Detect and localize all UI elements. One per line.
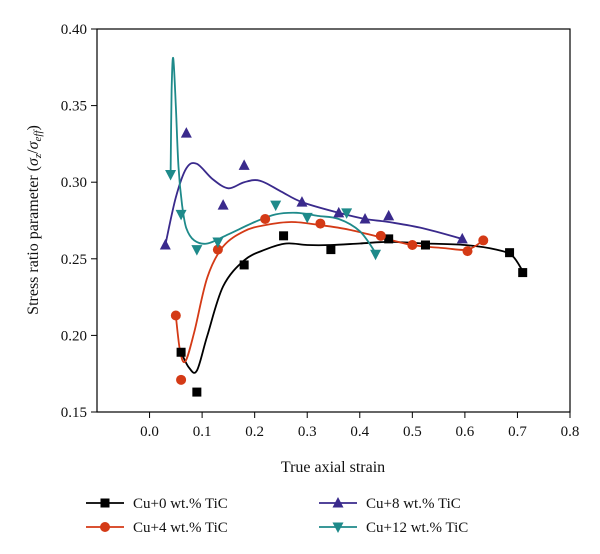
fit-curves: [164, 57, 524, 374]
legend-label: Cu+0 wt.% TiC: [133, 496, 228, 512]
data-point: [192, 387, 202, 397]
legend-label: Cu+12 wt.% TiC: [366, 520, 468, 536]
data-point: [375, 230, 386, 241]
data-point: [270, 200, 282, 212]
legend-label: Cu+4 wt.% TiC: [133, 520, 228, 536]
plot-area: [96, 28, 571, 413]
data-point: [279, 231, 289, 241]
x-axis-title: True axial strain: [281, 459, 385, 476]
series-curve-0: [180, 240, 524, 374]
x-axis-ticks: 0.0 0.1 0.2 0.3 0.4 0.5 0.6 0.7 0.8: [140, 412, 579, 440]
y-tick-label: 0.40: [61, 22, 87, 38]
data-point: [176, 374, 187, 385]
data-point: [175, 209, 187, 221]
data-point: [407, 240, 418, 251]
y-axis-title-close: ): [25, 125, 42, 130]
data-point: [217, 199, 229, 210]
legend: Cu+0 wt.% TiC Cu+4 wt.% TiC Cu+8 wt.% TiC C…: [86, 496, 468, 536]
data-markers: [159, 127, 528, 397]
y-axis-title-sub-z: z: [32, 153, 44, 159]
data-point: [333, 206, 345, 218]
data-point: [170, 310, 181, 321]
legend-marker: [332, 497, 344, 508]
plot-frame: [96, 28, 571, 413]
data-point: [260, 213, 271, 224]
y-axis-title-sigma-1: σ: [25, 157, 42, 166]
x-tick-label: 0.1: [193, 424, 212, 440]
data-point: [384, 234, 394, 244]
data-point: [370, 249, 382, 261]
data-point: [180, 127, 192, 138]
data-point: [165, 170, 177, 181]
data-point: [420, 240, 430, 250]
data-point: [176, 347, 186, 357]
x-tick-label: 0.7: [508, 424, 527, 440]
legend-marker: [100, 498, 110, 508]
y-tick-label: 0.20: [61, 328, 87, 344]
data-point: [383, 209, 395, 221]
y-axis-title-main: Stress ratio parameter (: [25, 166, 42, 315]
data-point: [212, 237, 224, 248]
x-tick-label: 0.0: [140, 424, 159, 440]
x-tick-label: 0.3: [298, 424, 317, 440]
y-axis-title-sigma-2: σ: [25, 140, 42, 149]
data-point: [239, 260, 249, 270]
data-point: [462, 246, 473, 257]
y-axis-title-sub-eff: eff: [32, 129, 44, 142]
data-point: [341, 208, 353, 219]
data-point: [301, 212, 313, 224]
data-point: [159, 239, 171, 250]
legend-marker: [100, 522, 110, 532]
data-point: [505, 248, 515, 258]
y-axis-title: Stress ratio parameter (σz/σeff): [25, 125, 44, 315]
data-point: [326, 245, 336, 255]
series-curve-2: [164, 162, 463, 246]
y-axis-title-slash: /: [25, 149, 42, 154]
legend-marker: [332, 522, 344, 533]
y-axis-ticks: 0.15 0.20 0.25 0.30 0.35 0.40: [61, 22, 97, 421]
x-tick-label: 0.8: [561, 424, 580, 440]
legend-label: Cu+8 wt.% TiC: [366, 496, 461, 512]
y-tick-label: 0.25: [61, 252, 87, 268]
data-point: [478, 235, 489, 246]
y-tick-label: 0.15: [61, 405, 87, 421]
data-point: [359, 212, 371, 224]
x-tick-label: 0.4: [350, 424, 369, 440]
series-curve-3: [169, 57, 377, 254]
data-point: [191, 245, 203, 256]
data-point: [518, 268, 528, 278]
x-tick-label: 0.2: [245, 424, 264, 440]
data-point: [315, 218, 326, 229]
data-point: [296, 196, 308, 207]
y-tick-label: 0.30: [61, 175, 87, 191]
data-point: [212, 244, 223, 255]
data-point: [456, 232, 468, 244]
x-tick-label: 0.5: [403, 424, 422, 440]
y-tick-label: 0.35: [61, 99, 87, 115]
data-point: [238, 159, 250, 170]
x-tick-label: 0.6: [456, 424, 475, 440]
